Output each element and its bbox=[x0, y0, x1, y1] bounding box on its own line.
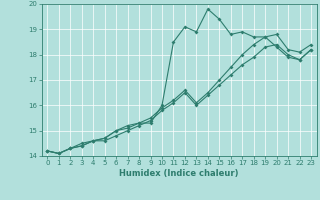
X-axis label: Humidex (Indice chaleur): Humidex (Indice chaleur) bbox=[119, 169, 239, 178]
